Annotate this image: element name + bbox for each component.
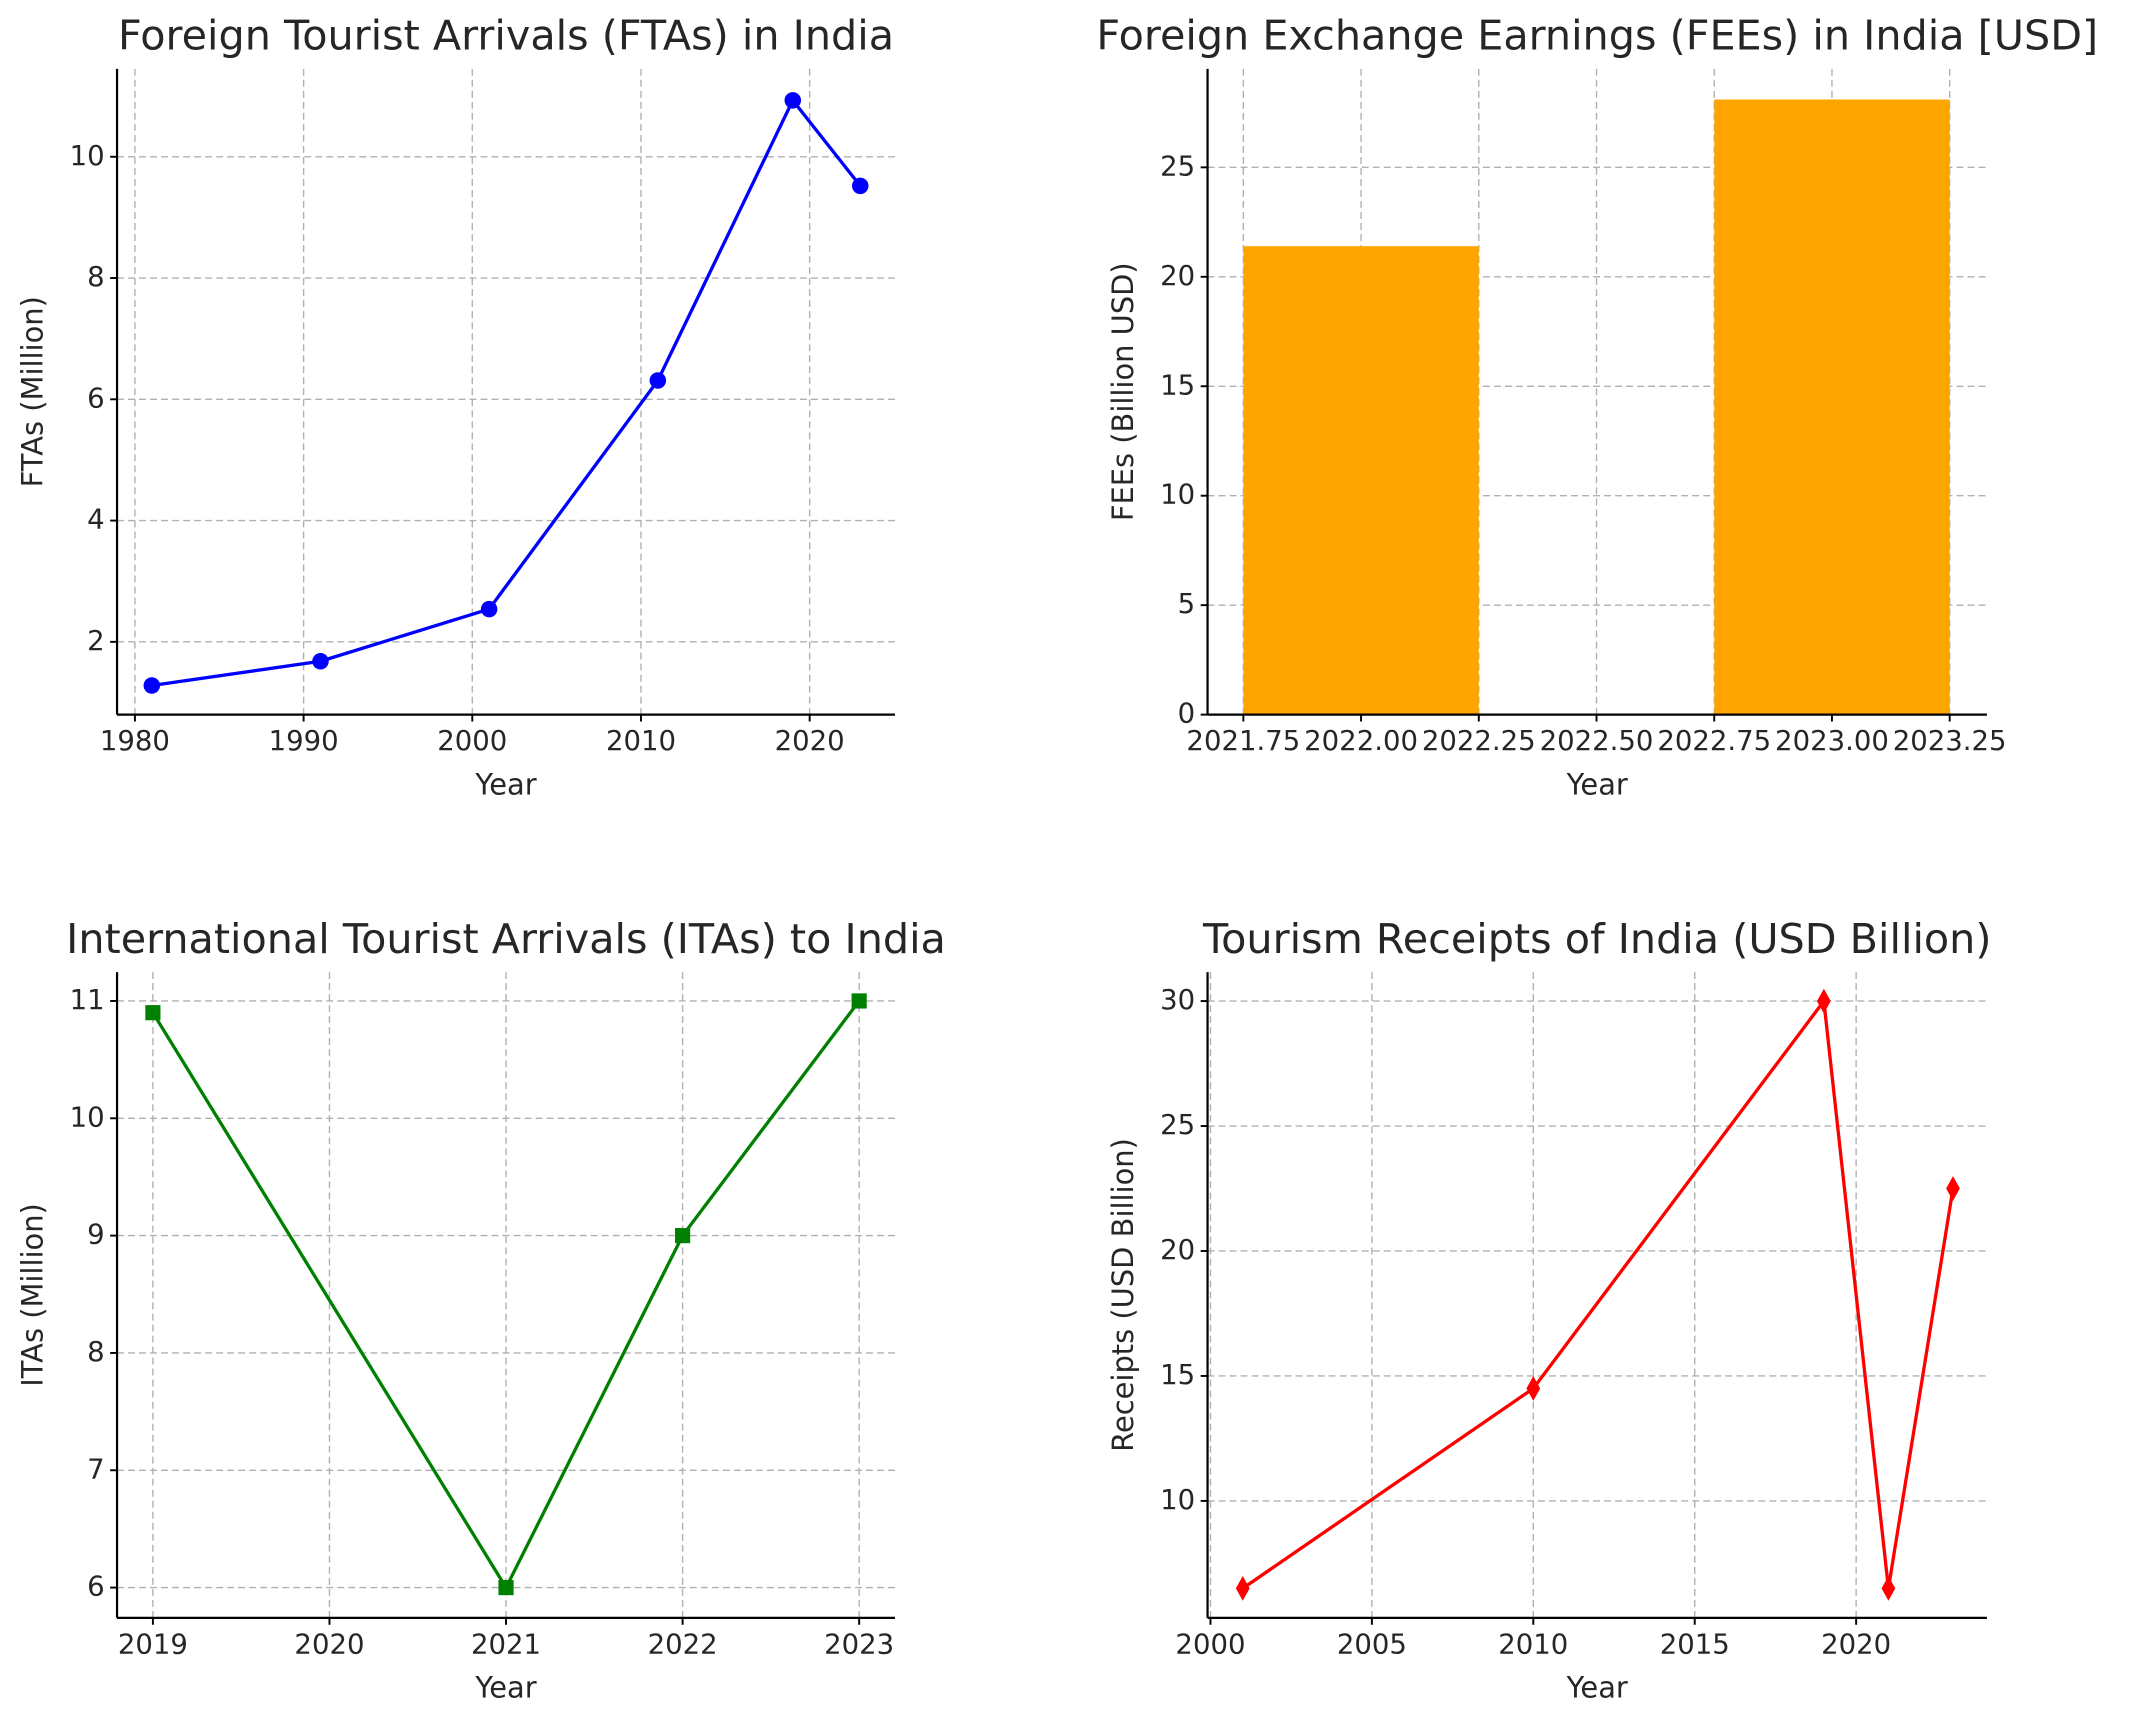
x-axis-label: Year — [1566, 767, 1628, 801]
y-tick-label: 10 — [1160, 479, 1195, 511]
chart-title: Foreign Exchange Earnings (FEEs) in Indi… — [1096, 12, 2098, 60]
chart-title: International Tourist Arrivals (ITAs) to… — [66, 915, 946, 963]
x-tick-label: 2023 — [824, 1628, 894, 1660]
x-tick-label: 2020 — [1821, 1628, 1891, 1660]
marker — [1235, 1575, 1250, 1601]
marker — [784, 92, 802, 109]
y-tick-label: 25 — [1160, 1109, 1195, 1141]
y-axis-label: FEEs (Billion USD) — [1106, 262, 1140, 521]
x-tick-label: 2021.75 — [1186, 725, 1300, 757]
y-axis-label: ITAs (Million) — [16, 1203, 50, 1387]
x-axis-label: Year — [474, 767, 536, 801]
x-axis-label: Year — [1566, 1671, 1628, 1705]
marker — [145, 1005, 161, 1021]
y-tick-label: 5 — [1178, 588, 1196, 620]
line-series — [151, 97, 862, 688]
x-tick-label: 2023.25 — [1893, 725, 2007, 757]
y-tick-label: 20 — [1160, 260, 1195, 292]
marker — [675, 1228, 691, 1244]
bar — [1243, 246, 1479, 715]
y-tick-label: 20 — [1160, 1234, 1195, 1266]
x-tick-label: 2020 — [294, 1628, 364, 1660]
y-tick-label: 11 — [70, 984, 105, 1016]
marker — [143, 677, 161, 694]
marker — [649, 372, 667, 389]
y-tick-label: 6 — [87, 382, 105, 414]
y-tick-label: 2 — [87, 625, 105, 657]
y-tick-label: 4 — [87, 504, 105, 536]
marker — [1881, 1575, 1896, 1601]
y-axis-label: Receipts (USD Billion) — [1106, 1138, 1140, 1452]
y-tick-label: 9 — [87, 1219, 105, 1251]
x-tick-label: 2000 — [1175, 1628, 1245, 1660]
x-tick-label: 2021 — [471, 1628, 541, 1660]
x-tick-label: 1980 — [100, 725, 170, 757]
y-axis-label: FTAs (Million) — [16, 296, 50, 487]
bar — [1714, 99, 1950, 715]
chart-title: Tourism Receipts of India (USD Billion) — [1202, 915, 1992, 963]
x-tick-label: 2010 — [606, 725, 676, 757]
x-axis-label: Year — [474, 1671, 536, 1705]
x-tick-label: 2000 — [437, 725, 507, 757]
marker — [498, 1580, 514, 1596]
y-tick-label: 10 — [70, 1101, 105, 1133]
y-tick-label: 7 — [87, 1453, 105, 1485]
y-tick-label: 0 — [1178, 698, 1196, 730]
x-tick-label: 2022.25 — [1422, 725, 1536, 757]
y-tick-label: 10 — [70, 140, 105, 172]
y-tick-label: 30 — [1160, 984, 1195, 1016]
marker — [1946, 1176, 1960, 1201]
y-tick-label: 8 — [87, 261, 105, 293]
x-tick-label: 2022.75 — [1657, 725, 1771, 757]
x-tick-label: 2023.00 — [1775, 725, 1889, 757]
marker — [1816, 988, 1831, 1014]
marker — [851, 993, 867, 1009]
y-tick-label: 10 — [1160, 1484, 1195, 1516]
x-tick-label: 2019 — [118, 1628, 188, 1660]
y-tick-label: 6 — [87, 1571, 105, 1603]
line-series — [151, 999, 861, 1591]
x-tick-label: 2020 — [775, 725, 845, 757]
x-tick-label: 2022 — [648, 1628, 718, 1660]
y-tick-label: 15 — [1160, 369, 1195, 401]
y-tick-label: 8 — [87, 1336, 105, 1368]
x-tick-label: 2005 — [1337, 1628, 1407, 1660]
chart-title: Foreign Tourist Arrivals (FTAs) in India — [118, 12, 894, 60]
x-tick-label: 1990 — [269, 725, 339, 757]
x-tick-label: 2022.00 — [1304, 725, 1418, 757]
x-tick-label: 2015 — [1660, 1628, 1730, 1660]
x-tick-label: 2010 — [1498, 1628, 1568, 1660]
marker — [851, 177, 869, 195]
marker — [480, 600, 498, 618]
marker — [312, 652, 329, 670]
y-tick-label: 25 — [1160, 150, 1195, 182]
y-tick-label: 15 — [1160, 1359, 1195, 1391]
x-tick-label: 2022.50 — [1540, 725, 1654, 757]
